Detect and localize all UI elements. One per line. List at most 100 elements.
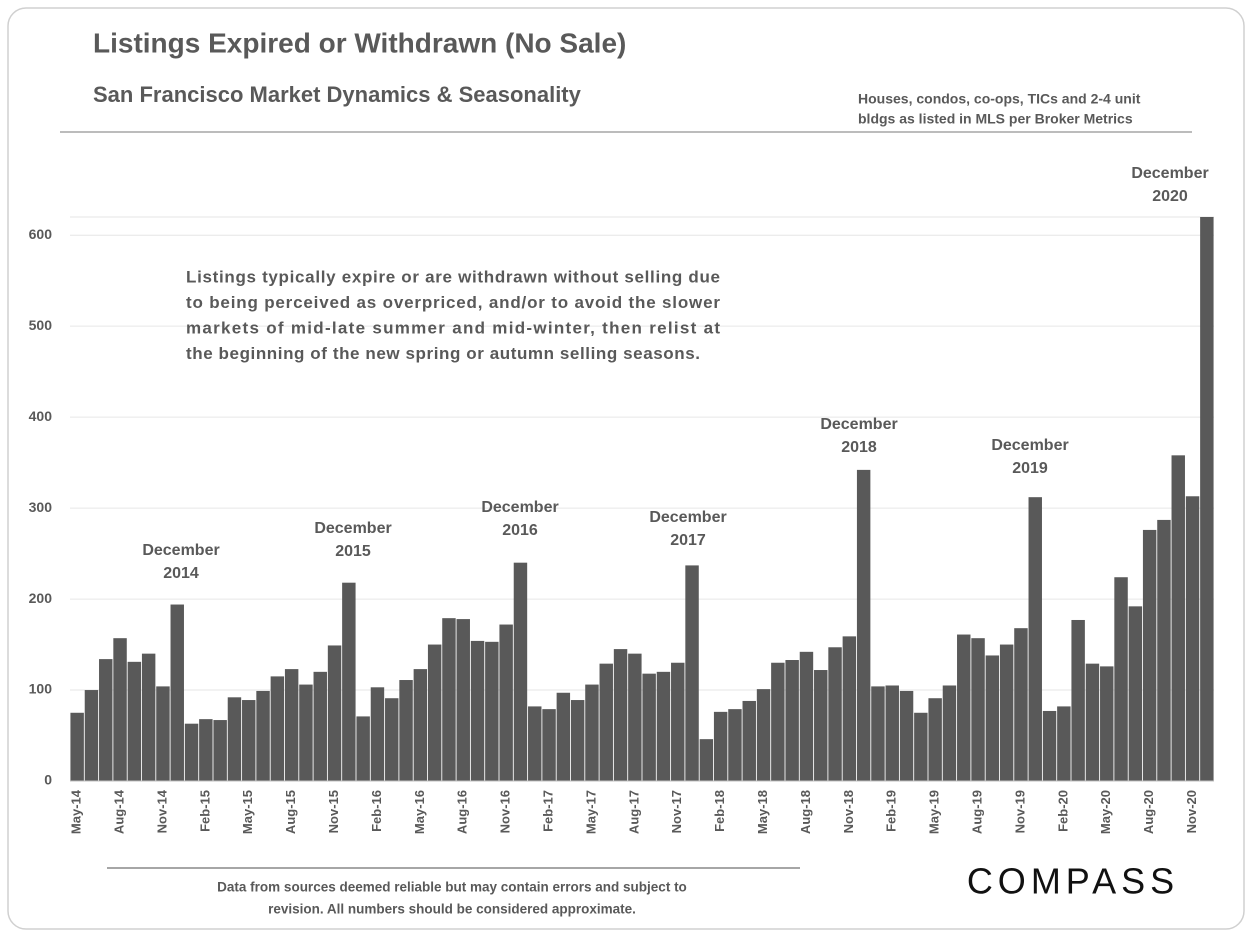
bar — [184, 723, 199, 781]
bar — [1057, 706, 1071, 781]
bar — [84, 690, 99, 781]
bar — [1042, 710, 1057, 781]
bar — [199, 719, 213, 781]
bar — [399, 680, 413, 781]
bar — [799, 651, 814, 781]
x-tick-label: May-15 — [240, 790, 255, 834]
bar — [556, 692, 571, 781]
y-tick-label: 300 — [29, 499, 53, 515]
bar — [814, 670, 828, 781]
x-tick-label: May-18 — [755, 790, 770, 834]
bar — [999, 644, 1014, 781]
bar — [570, 700, 585, 781]
bar — [342, 582, 356, 781]
x-tick-label: May-19 — [927, 790, 942, 834]
brand-logo: COMPASS — [967, 861, 1179, 902]
bar — [370, 687, 385, 781]
bar — [156, 686, 170, 781]
annotation: 2017 — [670, 532, 706, 549]
bar — [485, 641, 499, 781]
bar — [1200, 217, 1214, 782]
x-tick-label: Nov-19 — [1012, 790, 1027, 833]
bar — [442, 618, 456, 781]
bar — [327, 645, 342, 781]
bar — [256, 690, 270, 781]
bar — [242, 700, 256, 781]
bar — [141, 653, 156, 781]
source-note: Houses, condos, co-ops, TICs and 2-4 uni… — [858, 91, 1141, 107]
bar — [685, 565, 699, 781]
bar — [671, 662, 685, 781]
bar — [313, 671, 327, 781]
bar — [585, 684, 599, 781]
bar — [785, 660, 799, 781]
x-tick-label: Feb-18 — [712, 790, 727, 832]
bar — [299, 684, 313, 781]
bar — [957, 634, 971, 781]
bars — [70, 217, 1214, 782]
x-tick-label: Feb-16 — [369, 790, 384, 832]
annotation: December — [314, 520, 391, 537]
annotation: December — [142, 542, 219, 559]
bar — [742, 700, 756, 781]
x-tick-label: Aug-18 — [798, 790, 813, 834]
bar — [899, 690, 914, 781]
bar — [1157, 519, 1171, 781]
bar — [728, 709, 742, 781]
bar — [871, 686, 885, 781]
bar — [628, 653, 642, 781]
annotation: 2020 — [1152, 188, 1188, 205]
bar — [227, 697, 242, 781]
bar — [1185, 496, 1200, 781]
disclaimer: Data from sources deemed reliable but ma… — [217, 880, 687, 895]
bar — [971, 638, 985, 781]
x-tick-label: May-20 — [1098, 790, 1113, 834]
annotation: 2015 — [335, 543, 371, 560]
bar — [1028, 497, 1042, 781]
annotation: 2018 — [841, 439, 877, 456]
x-tick-label: May-14 — [69, 789, 84, 834]
annotation: December — [991, 437, 1068, 454]
x-tick-label: Aug-14 — [111, 789, 126, 834]
bar — [99, 659, 113, 781]
x-tick-label: Feb-17 — [540, 790, 555, 832]
bar — [828, 647, 842, 781]
bar — [1071, 619, 1085, 781]
plot: 0 100 200 300 400 500 600 May-14 Aug-14 Nov-14 Feb… — [29, 165, 1214, 834]
bar — [1171, 455, 1185, 781]
x-tick-label: Feb-19 — [884, 790, 899, 832]
bar — [284, 669, 299, 781]
bar — [113, 638, 127, 781]
bar — [456, 619, 470, 781]
bar — [713, 711, 728, 781]
x-tick-label: Aug-19 — [969, 790, 984, 834]
bar — [1128, 606, 1143, 781]
bar — [270, 676, 285, 781]
bar — [914, 712, 928, 781]
bar — [499, 624, 513, 781]
bar — [1100, 666, 1114, 781]
x-tick-label: Aug-15 — [283, 790, 298, 834]
note: to being perceived as overpriced, and/or… — [186, 293, 720, 312]
bar — [413, 669, 428, 781]
y-tick-label: 400 — [29, 408, 53, 424]
x-tick-label: Nov-18 — [841, 790, 856, 833]
x-tick-label: Nov-16 — [498, 790, 513, 833]
x-tick-label: Aug-17 — [626, 790, 641, 834]
bar — [1142, 529, 1157, 781]
bar — [513, 562, 528, 781]
bar — [1114, 577, 1128, 781]
bar — [542, 709, 556, 781]
bar — [699, 739, 714, 781]
y-tick-label: 500 — [29, 317, 53, 333]
annotation: December — [1131, 165, 1208, 182]
y-tick-label: 100 — [29, 681, 53, 697]
note: the beginning of the new spring or autum… — [186, 344, 700, 363]
bar — [942, 685, 957, 781]
bar — [985, 655, 1000, 781]
disclaimer: revision. All numbers should be consider… — [268, 902, 636, 917]
bar — [599, 663, 613, 781]
chart-subtitle: San Francisco Market Dynamics & Seasonal… — [93, 82, 582, 107]
chart-title: Listings Expired or Withdrawn (No Sale) — [93, 27, 626, 58]
